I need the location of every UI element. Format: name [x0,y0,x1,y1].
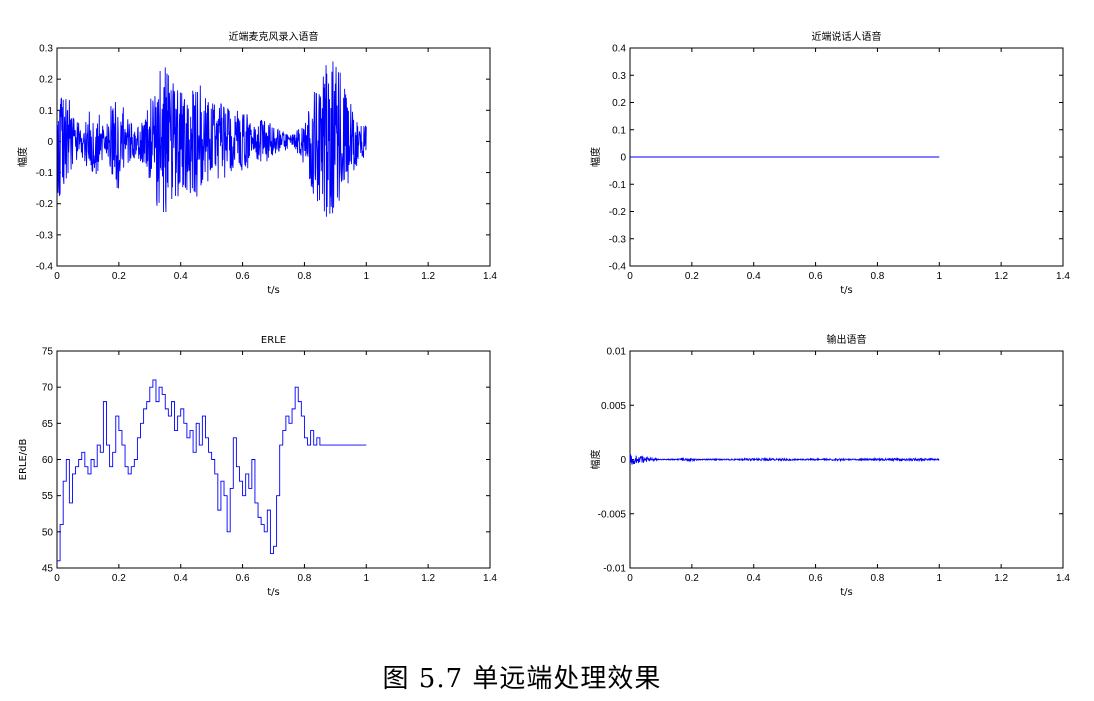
chart1-xtick-label: 0.8 [297,271,311,282]
chart2-ytick-label: -0.1 [609,180,627,191]
chart2-xlabel: t/s [840,285,853,296]
chart4-xtick-label: 1.4 [1056,573,1070,584]
chart1-xtick-label: 1 [364,271,370,282]
chart1-ylabel: 幅度 [16,147,29,167]
chart3-xtick-label: 1 [364,573,370,584]
chart1-ytick-label: 0.1 [39,106,53,117]
chart2-xtick-label: 0.4 [747,271,761,282]
chart2-xtick-label: 0.6 [809,271,823,282]
chart1-xtick-label: 1.2 [421,271,435,282]
chart2-xtick-label: 0.2 [685,271,699,282]
chart4-series-line [629,453,940,465]
chart3-ytick-label: 45 [42,564,54,575]
chart4-xtick-label: 1 [937,573,943,584]
chart3-ytick-label: 75 [42,347,54,358]
chart4-title: 输出语音 [827,333,867,346]
chart2-ytick-label: 0.3 [612,71,626,82]
chart3-ytick-label: 55 [42,491,54,502]
chart1-xtick-label: 1.4 [483,271,497,282]
chart2-xtick-label: 1.2 [994,271,1008,282]
chart2-ytick-label: 0.1 [612,125,626,136]
chart4-xtick-label: 0.8 [870,573,884,584]
chart3-ytick-label: 60 [42,455,54,466]
chart3-xtick-label: 0 [54,573,60,584]
chart1-ytick-label: -0.4 [36,262,54,273]
chart4-xtick-label: 0 [627,573,633,584]
chart1-xtick-label: 0.2 [112,271,126,282]
chart2-ytick-label: -0.4 [609,262,627,273]
chart3-xtick-label: 0.2 [112,573,126,584]
chart1-ytick-label: 0.2 [39,75,53,86]
chart3-ytick-label: 65 [42,419,54,430]
chart2-ytick-label: 0 [620,153,626,164]
chart4-ytick-label: -0.005 [598,509,627,520]
chart4-xtick-label: 0.2 [685,573,699,584]
chart1-xtick-label: 0.6 [236,271,250,282]
chart2-ytick-label: 0.2 [612,98,626,109]
chart4-ytick-label: 0 [620,455,626,466]
chart4-xtick-label: 1.2 [994,573,1008,584]
chart3-xlabel: t/s [267,587,280,598]
chart1-ytick-label: -0.1 [36,168,54,179]
chart3-xtick-label: 1.4 [483,573,497,584]
chart4-xtick-label: 0.4 [747,573,761,584]
figure-caption: 图 5.7 单远端处理效果 [382,664,662,694]
chart2-xtick-label: 1 [937,271,943,282]
chart2-ylabel: 幅度 [589,147,602,167]
chart1-ytick-label: -0.2 [36,199,54,210]
chart2-title: 近端说话人语音 [812,30,882,43]
chart1-xtick-label: 0.4 [174,271,188,282]
chart1-series-line [56,61,367,217]
chart3-ylabel: ERLE/dB [18,438,29,480]
chart2-xtick-label: 0.8 [870,271,884,282]
chart2-ytick-label: -0.3 [609,234,627,245]
chart1-ytick-label: 0 [47,137,53,148]
chart3-xtick-label: 0.6 [236,573,250,584]
figure: 0 0.2 0.4 0.6 0.8 1 1.2 1.4 0.3 0.2 0.1 0 -0.1 -0.2 -0… [16,30,1070,598]
chart2-ytick-label: -0.2 [609,207,627,218]
chart4-ylabel: 幅度 [589,450,602,470]
chart3-xtick-label: 0.4 [174,573,188,584]
chart2-xtick-label: 1.4 [1056,271,1070,282]
chart1-ytick-label: -0.3 [36,230,54,241]
chart4-ytick-label: 0.01 [607,347,627,358]
chart2-xtick-label: 0 [627,271,633,282]
chart1-axes-box [56,47,491,267]
chart4-xtick-label: 0.6 [809,573,823,584]
chart3-xtick-label: 1.2 [421,573,435,584]
chart4-xlabel: t/s [840,587,853,598]
chart4-ytick-label: -0.01 [603,564,626,575]
chart3-ytick-label: 70 [42,383,54,394]
chart4-ytick-label: 0.005 [601,401,626,412]
chart1-xlabel: t/s [267,285,280,296]
chart3-xtick-label: 0.8 [297,573,311,584]
chart3-axes-box [56,350,491,569]
chart1-ytick-label: 0.3 [39,44,53,55]
chart2-ytick-label: 0.4 [612,44,626,55]
chart3-title: ERLE [261,335,286,346]
chart3-ytick-label: 50 [42,527,54,538]
chart3-series-line [57,379,367,562]
chart1-title: 近端麦克风录入语音 [229,30,319,43]
chart1-xtick-label: 0 [54,271,60,282]
